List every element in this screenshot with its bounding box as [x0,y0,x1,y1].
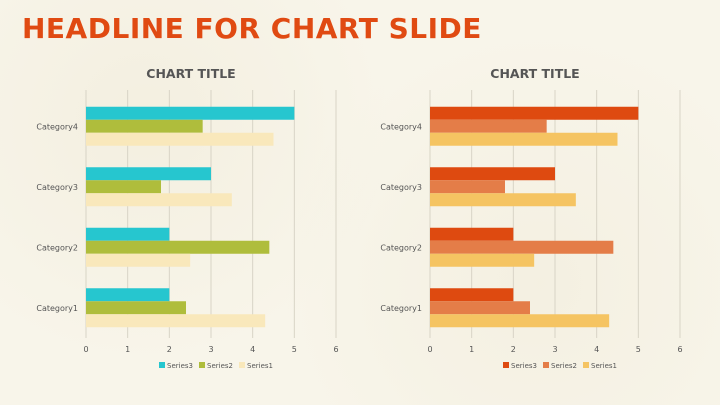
bar-series1-category2 [86,253,191,267]
bar-series1-category3 [86,193,232,207]
legend-swatch-series3 [503,362,509,368]
legend-swatch-series2 [199,362,205,368]
chart-right: CHART TITLE 0 1 2 3 4 5 6 Category1 Category2 Cate… [362,60,702,384]
bar-series3-category2 [430,227,514,241]
category-label: Category1 [380,304,422,313]
category-label: Category3 [36,183,78,192]
bar-series1-category1 [86,314,266,328]
category-label: Category4 [380,122,422,131]
chart-left: CHART TITLE 0 1 2 3 4 5 6 Category1 Category2 Cate… [18,60,358,384]
legend-label: Series1 [247,362,273,370]
legend-label: Series3 [167,362,193,370]
x-tick-label: 6 [677,345,682,354]
category-label: Category2 [36,243,78,252]
bar-series3-category4 [430,106,639,120]
bar-series2-category2 [86,240,270,254]
bar-chart-right: CHART TITLE 0 1 2 3 4 5 6 Category1 Category2 Cate… [380,66,682,370]
x-tick-label: 3 [208,345,213,354]
x-tick-label: 5 [636,345,641,354]
bar-series2-category4 [430,119,547,133]
bar-series3-category1 [86,288,170,302]
x-tick-label: 2 [511,345,516,354]
bar-series3-category2 [86,227,170,241]
legend-swatch-series1 [583,362,589,368]
legend-label: Series2 [207,362,233,370]
x-tick-label: 5 [292,345,297,354]
slide-headline: HEADLINE FOR CHART SLIDE [22,12,482,45]
bar-chart-left: CHART TITLE 0 1 2 3 4 5 6 Category1 Category2 Cate… [36,66,338,370]
x-tick-label: 4 [594,345,599,354]
bar-series1-category3 [430,193,576,207]
chart-title: CHART TITLE [146,66,235,81]
legend-swatch-series2 [543,362,549,368]
x-tick-label: 4 [250,345,255,354]
bar-series2-category1 [430,301,530,315]
bar-series2-category2 [430,240,614,254]
x-tick-label: 6 [333,345,338,354]
bar-series3-category3 [430,167,555,181]
x-tick-label: 2 [167,345,172,354]
bar-series1-category4 [86,132,274,146]
bar-series2-category1 [86,301,186,315]
bar-series2-category3 [86,180,161,194]
bar-series3-category4 [86,106,295,120]
legend-swatch-series3 [159,362,165,368]
legend-label: Series2 [551,362,577,370]
category-label: Category2 [380,243,422,252]
x-tick-label: 0 [83,345,88,354]
legend-label: Series1 [591,362,617,370]
bar-series1-category4 [430,132,618,146]
bar-series1-category2 [430,253,535,267]
category-label: Category1 [36,304,78,313]
bar-series2-category3 [430,180,505,194]
bar-series2-category4 [86,119,203,133]
category-label: Category3 [380,183,422,192]
legend-swatch-series1 [239,362,245,368]
x-tick-label: 3 [552,345,557,354]
legend-label: Series3 [511,362,537,370]
x-tick-label: 1 [125,345,130,354]
chart-title: CHART TITLE [490,66,579,81]
category-label: Category4 [36,122,78,131]
x-tick-label: 1 [469,345,474,354]
bar-series3-category1 [430,288,514,302]
bar-series1-category1 [430,314,610,328]
bar-series3-category3 [86,167,211,181]
x-tick-label: 0 [427,345,432,354]
